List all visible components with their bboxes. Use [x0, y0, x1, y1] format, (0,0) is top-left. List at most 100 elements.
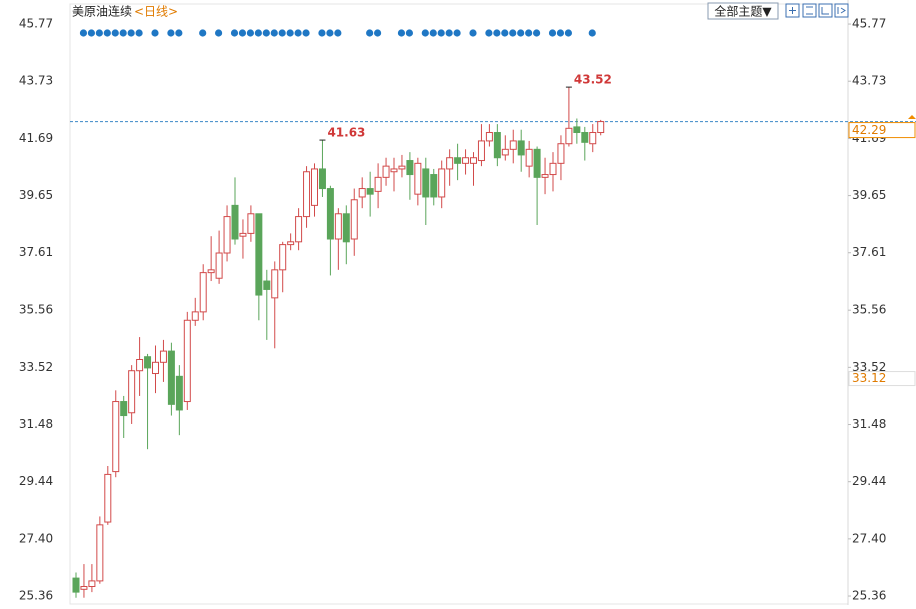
period-label: <日线>	[134, 5, 178, 19]
signal-dot	[366, 29, 374, 37]
candle-body	[462, 157, 470, 164]
candle-body	[350, 199, 358, 240]
signal-dot	[127, 29, 135, 37]
candle-body	[485, 132, 493, 142]
signal-dot	[564, 29, 573, 37]
candle-body	[597, 121, 605, 134]
signal-dot	[397, 29, 406, 37]
y-tick-label: 43.73	[19, 74, 53, 88]
y-tick-label: 27.40	[19, 531, 53, 545]
candle-body	[279, 244, 287, 271]
y-tick-label: 39.65	[19, 188, 53, 202]
candle-body	[167, 350, 175, 405]
candle-body	[80, 586, 88, 590]
signal-dot	[405, 29, 413, 37]
candle-body	[96, 524, 104, 582]
candle-body	[454, 157, 462, 164]
y-tick-label: 33.52	[19, 360, 53, 374]
candle-body	[136, 359, 144, 372]
signal-dot	[215, 29, 223, 37]
candle-body	[549, 162, 557, 176]
candle-body	[239, 232, 247, 237]
signal-dot	[278, 29, 286, 37]
y2-tick-label: 27.40	[852, 531, 886, 545]
candle-body	[183, 319, 191, 403]
signal-dot	[230, 29, 239, 37]
signal-dot	[286, 29, 294, 37]
y-tick-label: 35.56	[19, 303, 53, 317]
signal-dot	[95, 29, 103, 37]
candle-body	[120, 401, 128, 417]
candle-body	[374, 176, 382, 192]
candle-body	[422, 168, 430, 198]
candle-body	[446, 157, 454, 170]
theme-button[interactable]	[707, 2, 779, 20]
signal-dot	[294, 29, 302, 37]
candle-body	[493, 132, 501, 159]
candle-body	[72, 577, 80, 593]
candle-body	[207, 269, 215, 274]
signal-dot	[167, 29, 175, 37]
candle-body	[557, 143, 565, 164]
signal-dot	[111, 29, 119, 37]
candle-body	[152, 361, 159, 375]
candle-body	[303, 171, 311, 218]
y2-tick-label: 37.61	[852, 245, 886, 259]
marker-box	[848, 371, 916, 387]
y-tick-label: 41.69	[19, 131, 53, 145]
candle-body	[231, 204, 239, 240]
signal-dot	[238, 29, 247, 37]
theme-button-label[interactable]: 全部主题▼	[714, 4, 772, 19]
candle-body	[104, 473, 112, 523]
signal-dot	[421, 29, 429, 37]
candle-body	[342, 213, 350, 243]
candle-body	[191, 311, 199, 321]
signal-dot	[445, 29, 453, 37]
candle-body	[589, 132, 597, 145]
signal-dot	[469, 29, 477, 37]
y2-tick-label: 25.36	[852, 589, 886, 603]
candle-body	[541, 174, 549, 178]
signal-dot	[103, 29, 111, 37]
signal-dot	[453, 29, 461, 37]
last-price-box	[848, 122, 916, 139]
signal-dot	[334, 29, 342, 37]
toolbar-icons	[785, 3, 849, 18]
candle-body	[144, 356, 152, 369]
candle-body	[525, 148, 533, 167]
candle-body	[159, 350, 167, 363]
candle-body	[215, 252, 223, 279]
candle-body	[271, 269, 279, 299]
candle-body	[390, 168, 398, 173]
price-arrow	[908, 115, 916, 119]
signal-dot	[135, 29, 143, 37]
signal-dot	[246, 29, 254, 37]
y2-tick-label: 43.73	[852, 74, 886, 88]
y-tick-label: 25.36	[19, 589, 53, 603]
y2-tick-label: 39.65	[852, 188, 886, 202]
right-axis-marker: 33.12	[852, 371, 886, 385]
candle-body	[533, 148, 541, 178]
y2-tick-label: 33.52	[852, 360, 886, 374]
plot-frame	[69, 3, 849, 605]
signal-dot	[87, 29, 95, 37]
signal-dot	[270, 29, 278, 37]
candle-body	[565, 127, 573, 145]
signal-dot	[485, 29, 493, 37]
signal-dot	[199, 29, 207, 37]
candle-body	[414, 162, 422, 195]
high-annotation: 41.63	[327, 126, 365, 140]
candle-body	[477, 140, 485, 162]
chart-title: 美原油连续	[72, 4, 132, 19]
signal-dot	[509, 29, 517, 37]
y2-tick-label: 45.77	[852, 17, 886, 31]
signal-dot	[79, 29, 88, 37]
candle-body	[295, 216, 303, 243]
last-price-label: 42.29	[852, 123, 886, 137]
candle-body	[501, 148, 509, 156]
candle-body	[88, 580, 96, 588]
high-annotation: 43.52	[574, 73, 612, 87]
icon-zoom[interactable]	[802, 3, 817, 18]
y-tick-label: 31.48	[19, 417, 53, 431]
candle-body	[263, 280, 271, 290]
